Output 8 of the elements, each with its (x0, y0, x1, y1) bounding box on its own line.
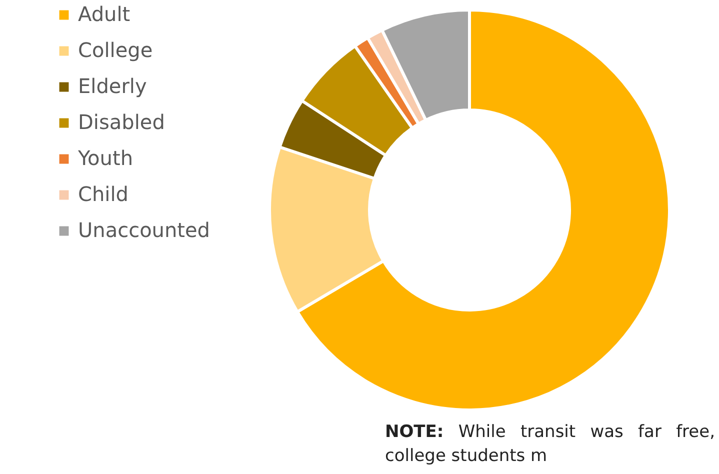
legend-label: Child (78, 182, 128, 206)
legend-label: Elderly (78, 74, 147, 98)
legend-label: College (78, 38, 153, 62)
legend-label: Disabled (78, 110, 165, 134)
legend-label: Adult (78, 2, 130, 26)
text: NOTE: While transit was far free, college students m (385, 420, 715, 468)
legend-label: Youth (77, 146, 133, 170)
legend-label: Unaccounted (78, 218, 210, 242)
